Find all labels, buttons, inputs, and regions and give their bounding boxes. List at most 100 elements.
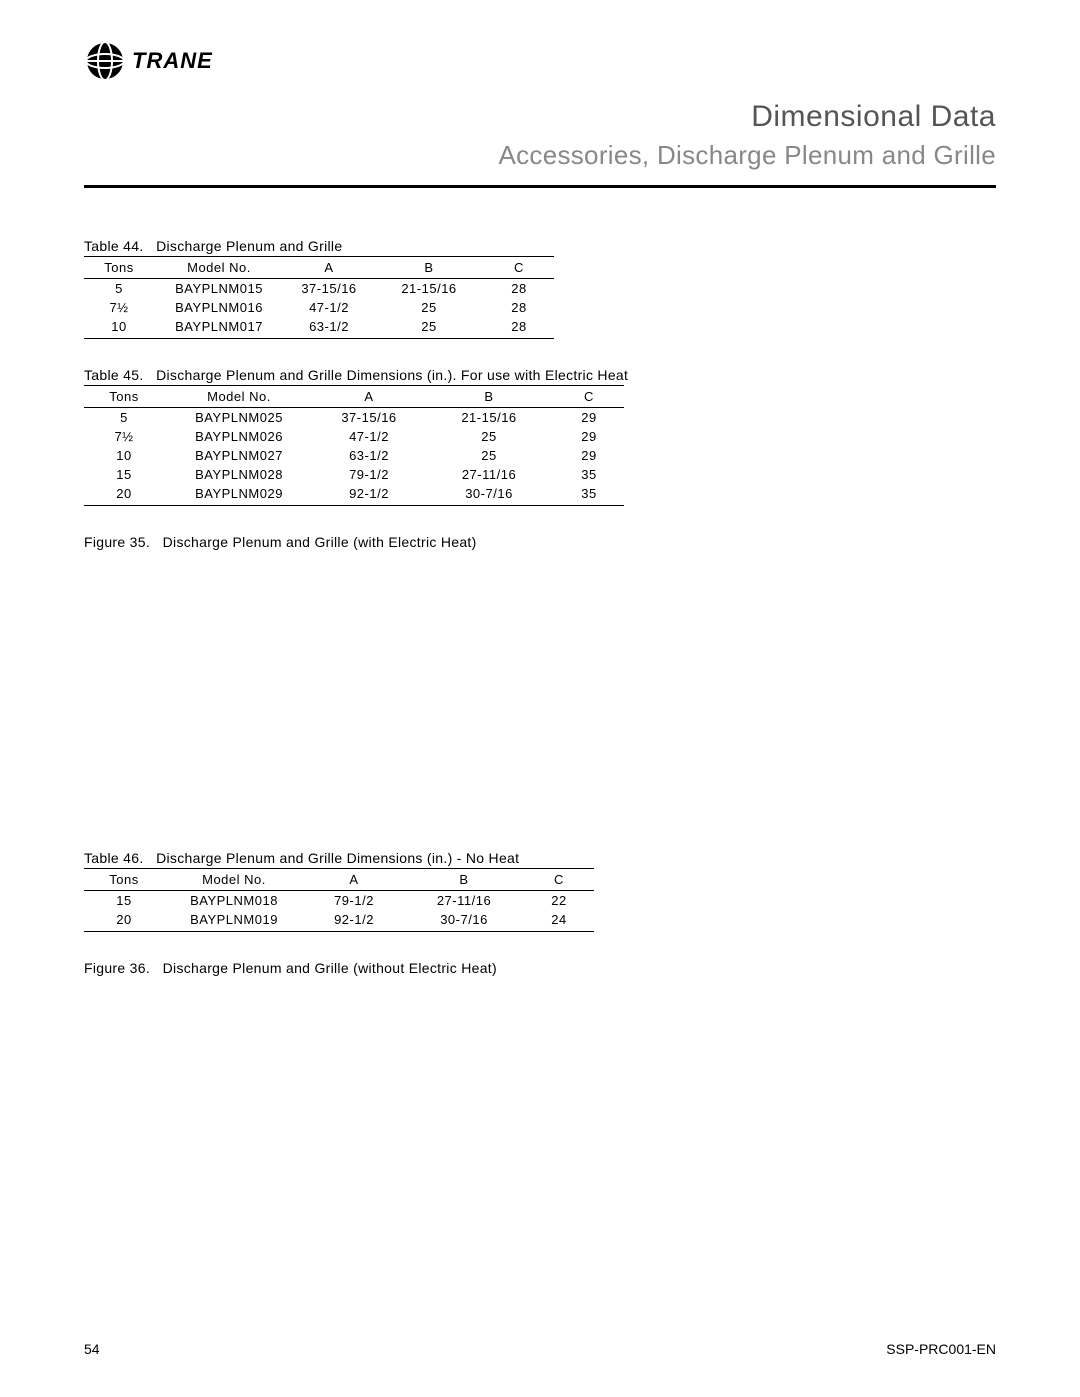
table-row: 10BAYPLNM02763-1/22529	[84, 446, 624, 465]
figure-35-caption: Figure 35. Discharge Plenum and Grille (…	[84, 534, 996, 550]
table-cell: 92-1/2	[304, 910, 404, 932]
table-header-cell: Tons	[84, 869, 164, 891]
table-header-cell: Tons	[84, 386, 164, 408]
table-cell: 27-11/16	[404, 891, 524, 911]
caption-text: Discharge Plenum and Grille (without Ele…	[163, 960, 497, 976]
table-header-cell: Model No.	[154, 257, 284, 279]
table-cell: 21-15/16	[424, 408, 554, 428]
table-cell: 79-1/2	[314, 465, 424, 484]
table-header-cell: B	[424, 386, 554, 408]
table-header-cell: A	[314, 386, 424, 408]
table-cell: 20	[84, 484, 164, 506]
table-cell: 35	[554, 484, 624, 506]
table-row: 10BAYPLNM01763-1/22528	[84, 317, 554, 339]
table-cell: BAYPLNM027	[164, 446, 314, 465]
figure-35-placeholder	[84, 560, 996, 850]
table-44-caption: Table 44. Discharge Plenum and Grille	[84, 238, 996, 254]
table-row: 20BAYPLNM01992-1/230-7/1624	[84, 910, 594, 932]
table-row: 7½BAYPLNM01647-1/22528	[84, 298, 554, 317]
doc-id: SSP-PRC001-EN	[886, 1341, 996, 1357]
globe-icon	[84, 40, 126, 82]
table-46-section: Table 46. Discharge Plenum and Grille Di…	[84, 850, 996, 932]
caption-text: Discharge Plenum and Grille (with Electr…	[163, 534, 477, 550]
table-cell: 25	[374, 298, 484, 317]
table-cell: 29	[554, 446, 624, 465]
table-header-cell: C	[484, 257, 554, 279]
table-header-cell: C	[524, 869, 594, 891]
table-46-caption: Table 46. Discharge Plenum and Grille Di…	[84, 850, 996, 866]
caption-prefix: Table 45.	[84, 367, 144, 383]
table-cell: 15	[84, 891, 164, 911]
table-row: 5BAYPLNM01537-15/1621-15/1628	[84, 279, 554, 299]
table-cell: BAYPLNM028	[164, 465, 314, 484]
table-cell: BAYPLNM019	[164, 910, 304, 932]
table-row: 15BAYPLNM02879-1/227-11/1635	[84, 465, 624, 484]
table-cell: BAYPLNM018	[164, 891, 304, 911]
table-header-cell: C	[554, 386, 624, 408]
table-header-cell: Model No.	[164, 386, 314, 408]
table-cell: 15	[84, 465, 164, 484]
caption-prefix: Figure 35.	[84, 534, 150, 550]
table-cell: BAYPLNM017	[154, 317, 284, 339]
table-cell: 47-1/2	[284, 298, 374, 317]
table-cell: 47-1/2	[314, 427, 424, 446]
table-cell: 28	[484, 298, 554, 317]
caption-prefix: Table 44.	[84, 238, 144, 254]
caption-text: Discharge Plenum and Grille Dimensions (…	[156, 367, 628, 383]
table-header-cell: A	[284, 257, 374, 279]
table-cell: 10	[84, 317, 154, 339]
table-row: 5BAYPLNM02537-15/1621-15/1629	[84, 408, 624, 428]
figure-36-caption: Figure 36. Discharge Plenum and Grille (…	[84, 960, 996, 976]
figure-36-placeholder	[84, 986, 996, 1286]
table-row: 15BAYPLNM01879-1/227-11/1622	[84, 891, 594, 911]
table-header-cell: B	[374, 257, 484, 279]
table-45-caption: Table 45. Discharge Plenum and Grille Di…	[84, 367, 996, 383]
table-cell: 22	[524, 891, 594, 911]
table-cell: 21-15/16	[374, 279, 484, 299]
page-footer: 54 SSP-PRC001-EN	[84, 1341, 996, 1357]
table-cell: 92-1/2	[314, 484, 424, 506]
table-cell: 30-7/16	[404, 910, 524, 932]
table-cell: 25	[424, 427, 554, 446]
table-header-cell: A	[304, 869, 404, 891]
table-header-cell: Model No.	[164, 869, 304, 891]
table-cell: 7½	[84, 298, 154, 317]
caption-text: Discharge Plenum and Grille Dimensions (…	[156, 850, 519, 866]
table-cell: 10	[84, 446, 164, 465]
table-cell: 28	[484, 317, 554, 339]
table-row: 7½BAYPLNM02647-1/22529	[84, 427, 624, 446]
table-cell: 20	[84, 910, 164, 932]
table-cell: 5	[84, 408, 164, 428]
brand-logo: TRANE	[84, 40, 996, 82]
table-cell: BAYPLNM016	[154, 298, 284, 317]
page: TRANE Dimensional Data Accessories, Disc…	[0, 0, 1080, 1397]
table-cell: BAYPLNM025	[164, 408, 314, 428]
table-46: TonsModel No.ABC15BAYPLNM01879-1/227-11/…	[84, 868, 594, 932]
table-cell: 29	[554, 427, 624, 446]
table-cell: BAYPLNM026	[164, 427, 314, 446]
table-cell: 27-11/16	[424, 465, 554, 484]
header-rule	[84, 185, 996, 188]
table-45-section: Table 45. Discharge Plenum and Grille Di…	[84, 367, 996, 506]
page-header: Dimensional Data Accessories, Discharge …	[84, 100, 996, 171]
table-cell: 63-1/2	[314, 446, 424, 465]
table-cell: 25	[424, 446, 554, 465]
table-cell: 37-15/16	[284, 279, 374, 299]
table-row: 20BAYPLNM02992-1/230-7/1635	[84, 484, 624, 506]
brand-name: TRANE	[132, 48, 213, 74]
table-cell: BAYPLNM029	[164, 484, 314, 506]
caption-prefix: Figure 36.	[84, 960, 150, 976]
table-cell: 79-1/2	[304, 891, 404, 911]
table-44: TonsModel No.ABC5BAYPLNM01537-15/1621-15…	[84, 256, 554, 339]
table-cell: 25	[374, 317, 484, 339]
table-cell: 28	[484, 279, 554, 299]
caption-prefix: Table 46.	[84, 850, 144, 866]
table-cell: 63-1/2	[284, 317, 374, 339]
table-cell: 29	[554, 408, 624, 428]
table-cell: 7½	[84, 427, 164, 446]
table-cell: 35	[554, 465, 624, 484]
table-45: TonsModel No.ABC5BAYPLNM02537-15/1621-15…	[84, 385, 624, 506]
table-cell: 5	[84, 279, 154, 299]
caption-text: Discharge Plenum and Grille	[156, 238, 342, 254]
page-subtitle: Accessories, Discharge Plenum and Grille	[84, 140, 996, 171]
